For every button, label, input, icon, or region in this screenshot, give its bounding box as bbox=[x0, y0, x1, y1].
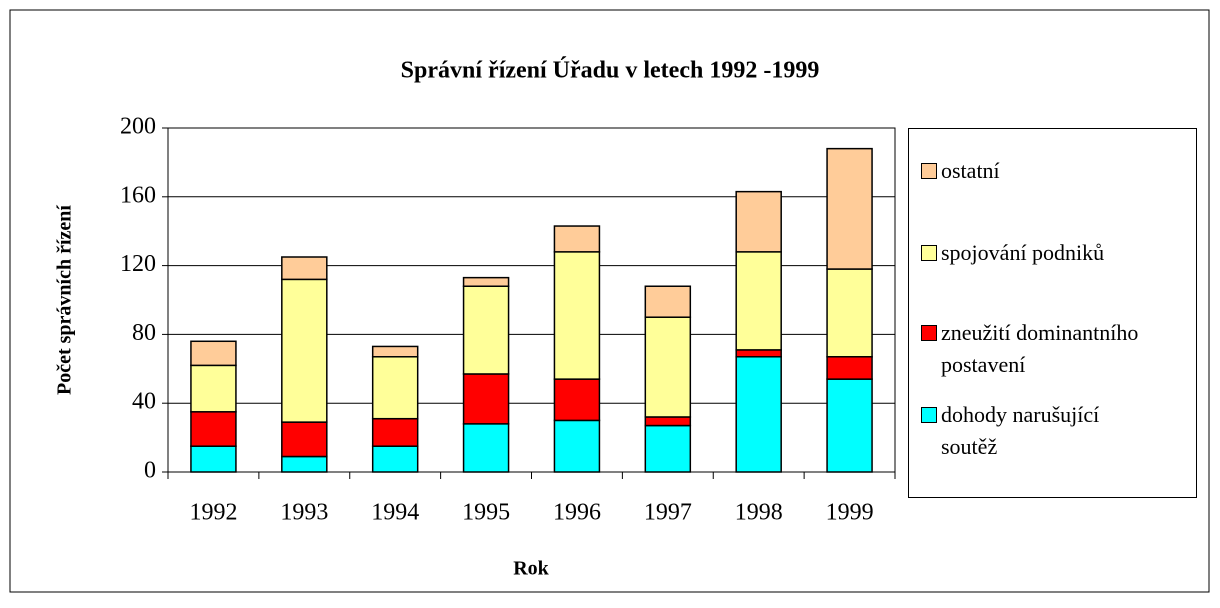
bar-segment bbox=[644, 416, 692, 427]
y-tick-label: 40 bbox=[132, 389, 156, 415]
bar-segment bbox=[281, 455, 328, 473]
y-tick-label: 160 bbox=[120, 182, 156, 208]
x-tick-label: 1997 bbox=[644, 500, 692, 526]
bar-segment bbox=[553, 225, 601, 253]
y-tick-label: 200 bbox=[120, 114, 156, 140]
x-tick-label: 1992 bbox=[189, 500, 237, 526]
legend-label: dohody narušující soutěž bbox=[941, 402, 1100, 459]
y-tick-label: 80 bbox=[132, 320, 156, 346]
bar-segment bbox=[371, 445, 419, 473]
bar-segment bbox=[553, 419, 601, 473]
x-tick-label: 1995 bbox=[462, 500, 510, 526]
chart-title: Správní řízení Úřadu v letech 1992 -1999 bbox=[401, 58, 820, 84]
legend-swatch bbox=[921, 245, 937, 261]
bar-segment bbox=[462, 285, 510, 375]
legend: ostatní spojování podniků zneužití dominan… bbox=[908, 128, 1197, 498]
legend-entry: spojování podniků bbox=[921, 237, 1151, 269]
bar-segment bbox=[281, 278, 328, 423]
legend-entry: zneužití dominantního postavení bbox=[921, 317, 1151, 381]
legend-swatch bbox=[921, 407, 937, 423]
bar-segment bbox=[190, 340, 237, 367]
legend-entry: dohody narušující soutěž bbox=[921, 399, 1151, 463]
plot-area bbox=[167, 127, 896, 473]
legend-swatch bbox=[921, 163, 937, 179]
bar-segment bbox=[826, 378, 873, 473]
chart-frame bbox=[9, 9, 1210, 593]
bar-segment bbox=[190, 364, 237, 413]
y-tick-label: 0 bbox=[144, 458, 156, 484]
legend-label: spojování podniků bbox=[941, 240, 1105, 265]
y-axis-label: Počet správních řízení bbox=[54, 205, 76, 395]
y-tick-label: 120 bbox=[120, 251, 156, 277]
bar-segment bbox=[644, 316, 692, 418]
bar-segment bbox=[644, 424, 692, 473]
bar-segment bbox=[371, 345, 419, 358]
x-axis-label: Rok bbox=[513, 558, 549, 580]
x-tick-label: 1994 bbox=[371, 500, 419, 526]
x-tick-label: 1993 bbox=[280, 500, 328, 526]
x-tick-label: 1998 bbox=[735, 500, 783, 526]
bar-segment bbox=[462, 373, 510, 425]
bar-segment bbox=[735, 349, 782, 358]
bar-segment bbox=[553, 378, 601, 422]
x-tick-label: 1996 bbox=[553, 500, 601, 526]
legend-entry: ostatní bbox=[921, 155, 1151, 187]
legend-label: zneužití dominantního postavení bbox=[941, 320, 1139, 377]
bar-segment bbox=[735, 251, 782, 351]
bar-segment bbox=[462, 423, 510, 473]
bar-segment bbox=[462, 276, 510, 287]
bar-segment bbox=[190, 445, 237, 473]
bar-segment bbox=[281, 421, 328, 458]
bar-segment bbox=[371, 356, 419, 420]
bar-segment bbox=[371, 417, 419, 447]
bar-segment bbox=[281, 256, 328, 281]
bar-segment bbox=[826, 356, 873, 380]
bar-segment bbox=[826, 147, 873, 270]
x-tick-label: 1999 bbox=[826, 500, 874, 526]
bar-segment bbox=[553, 251, 601, 380]
bar-segment bbox=[190, 411, 237, 447]
bar-segment bbox=[644, 285, 692, 318]
bar-segment bbox=[735, 356, 782, 473]
bar-segment bbox=[735, 190, 782, 253]
legend-label: ostatní bbox=[941, 158, 1000, 183]
bar-segment bbox=[826, 268, 873, 358]
legend-swatch bbox=[921, 325, 937, 341]
